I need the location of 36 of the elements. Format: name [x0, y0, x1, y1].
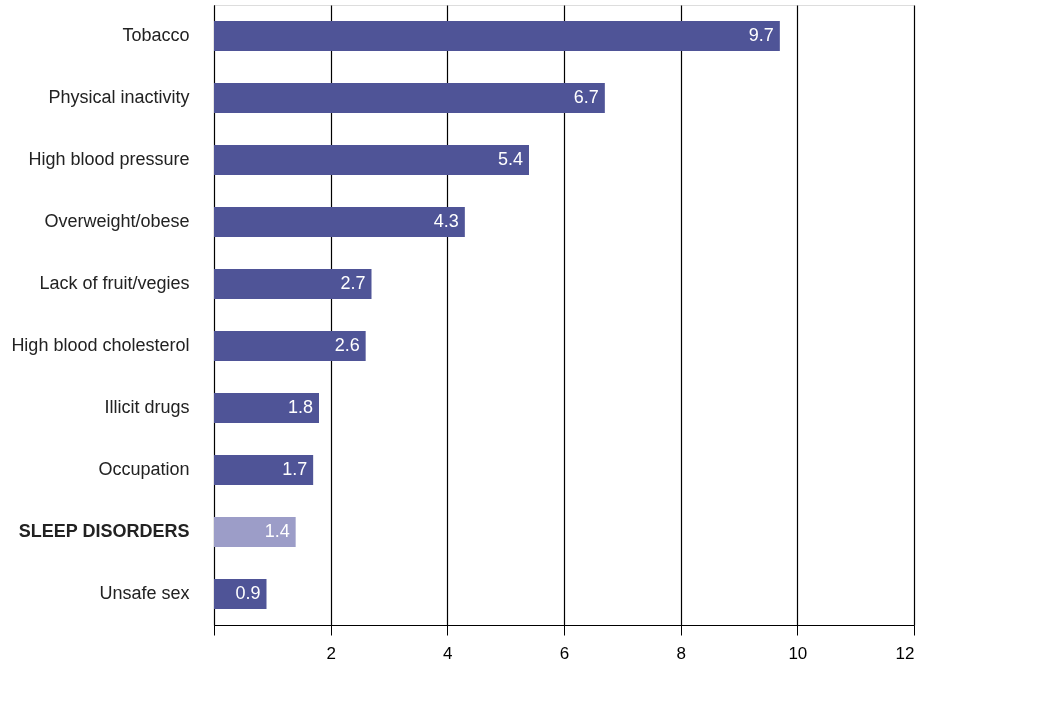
bar	[214, 207, 465, 237]
bar	[214, 83, 605, 113]
data-label: 1.7	[282, 459, 308, 479]
bar	[214, 455, 314, 485]
data-label: 9.7	[748, 25, 774, 45]
x-tick-label: 4	[443, 643, 453, 663]
y-tick-label: SLEEP DISORDERS	[18, 521, 190, 541]
bar	[214, 517, 296, 547]
bar	[214, 393, 319, 423]
y-tick-label: Tobacco	[122, 25, 190, 45]
data-label: 2.6	[334, 335, 360, 355]
data-label: 5.4	[497, 149, 523, 169]
y-tick-label: Illicit drugs	[104, 397, 190, 417]
bar	[214, 269, 372, 299]
x-tick-label: 10	[788, 643, 808, 663]
data-label: 6.7	[573, 87, 599, 107]
data-label: 0.9	[235, 583, 261, 603]
y-tick-label: Lack of fruit/vegies	[39, 273, 190, 293]
y-tick-label: Physical inactivity	[48, 87, 190, 107]
data-label: 1.4	[264, 521, 290, 541]
bar	[214, 21, 780, 51]
y-tick-label: High blood pressure	[28, 149, 190, 169]
data-label: 2.7	[340, 273, 366, 293]
x-tick-label: 8	[676, 643, 686, 663]
x-tick-label: 6	[559, 643, 570, 663]
y-tick-label: Occupation	[98, 459, 190, 479]
x-tick-label: 12	[895, 643, 915, 663]
data-label: 1.8	[287, 397, 313, 417]
data-label: 4.3	[433, 211, 459, 231]
y-tick-label: Unsafe sex	[99, 583, 190, 603]
y-tick-label: Overweight/obese	[44, 211, 190, 231]
bar	[214, 331, 366, 361]
y-tick-label: High blood cholesterol	[11, 335, 190, 355]
x-tick-label: 2	[326, 643, 336, 663]
bar	[214, 145, 529, 175]
bar	[214, 579, 267, 609]
